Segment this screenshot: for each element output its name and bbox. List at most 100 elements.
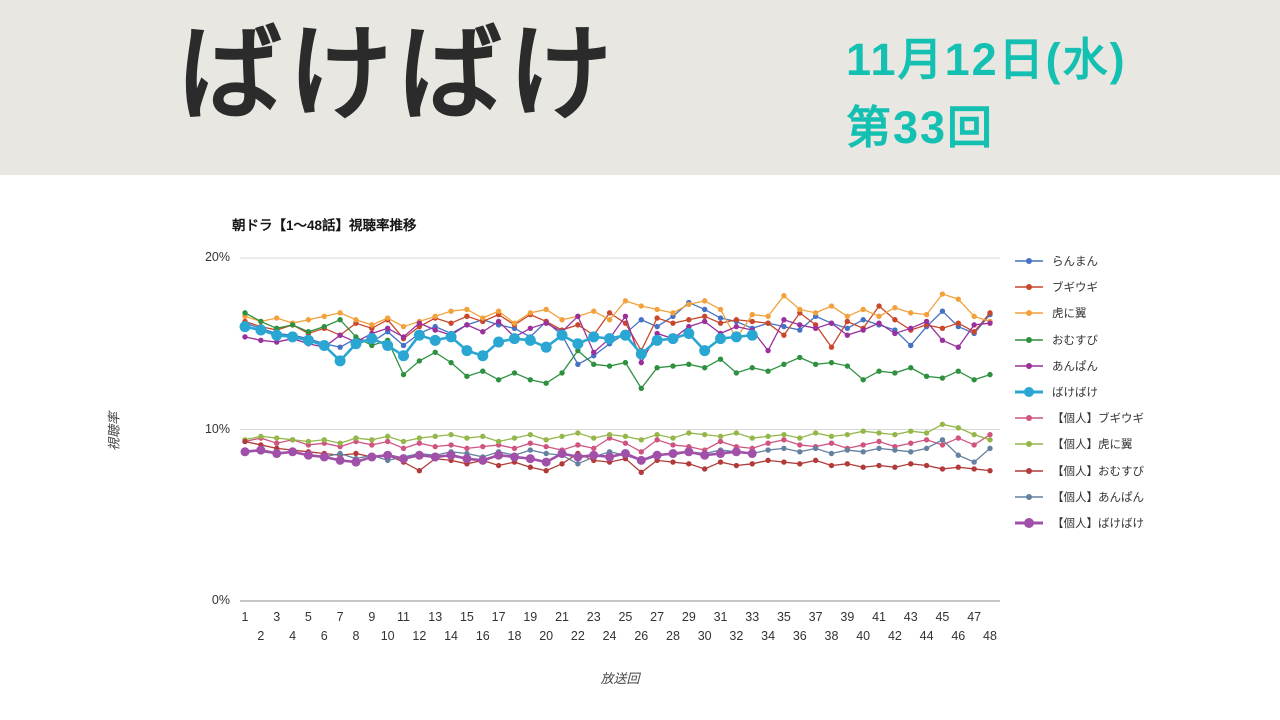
x-tick-label: 21	[555, 610, 569, 624]
data-point	[622, 359, 629, 366]
data-point	[971, 329, 977, 335]
data-point	[844, 431, 851, 438]
data-point	[876, 368, 882, 374]
data-point	[971, 442, 977, 448]
legend-item: ブギウギ	[1014, 274, 1144, 300]
series-line-3	[244, 312, 991, 390]
x-tick-label: 16	[475, 629, 490, 643]
data-point	[844, 313, 851, 320]
data-point	[749, 435, 755, 441]
legend-item: あんぱん	[1014, 353, 1144, 379]
x-tick-label: 8	[352, 629, 360, 643]
data-point	[575, 347, 581, 354]
data-point	[575, 313, 581, 320]
x-tick-label: 37	[808, 610, 823, 624]
data-point	[876, 303, 882, 309]
data-point	[717, 315, 724, 321]
data-point	[432, 327, 438, 333]
x-tick-label: 34	[761, 629, 776, 643]
data-point	[828, 450, 835, 457]
data-point	[321, 437, 327, 443]
data-point	[416, 320, 423, 326]
x-tick-label: 23	[586, 610, 601, 624]
data-point	[400, 438, 407, 445]
data-point	[480, 329, 486, 335]
x-tick-label: 13	[428, 610, 443, 624]
x-tick-label: 14	[444, 629, 459, 643]
data-point	[480, 443, 486, 450]
data-point	[288, 447, 298, 457]
x-tick-label: 36	[792, 629, 807, 643]
x-tick-label: 25	[618, 610, 633, 624]
legend-label: らんまん	[1052, 256, 1098, 269]
data-point	[701, 298, 708, 304]
data-point	[619, 329, 631, 341]
x-tick-label: 28	[666, 629, 680, 643]
data-point	[400, 342, 407, 349]
data-point	[923, 430, 930, 436]
data-point	[733, 370, 740, 376]
data-point	[860, 449, 866, 455]
data-point	[353, 450, 359, 457]
data-point	[369, 442, 375, 448]
data-point	[652, 450, 662, 460]
x-tick-label: 3	[273, 610, 281, 624]
data-point	[765, 347, 771, 354]
x-tick-label: 4	[289, 629, 297, 643]
legend-swatch-icon	[1015, 362, 1043, 369]
chart-title: 朝ドラ【1～48話】視聴率推移	[232, 218, 417, 233]
data-point	[781, 431, 787, 438]
data-point	[477, 350, 489, 362]
data-point	[591, 361, 597, 368]
data-point	[717, 459, 724, 465]
x-tick-label: 38	[824, 629, 839, 643]
series-line-2	[244, 293, 991, 340]
data-point	[480, 368, 486, 374]
x-tick-label: 45	[935, 610, 950, 624]
data-point	[797, 449, 803, 455]
data-point	[620, 449, 630, 459]
data-point	[908, 440, 914, 446]
data-point	[495, 438, 502, 445]
legend-label: 【個人】ブギウギ	[1052, 413, 1144, 426]
x-tick-label: 39	[840, 610, 855, 624]
x-tick-label: 12	[412, 629, 427, 643]
data-point	[860, 464, 866, 470]
data-point	[987, 445, 993, 452]
data-point	[781, 361, 787, 368]
data-point	[939, 325, 946, 332]
data-point	[606, 431, 613, 438]
data-point	[383, 450, 393, 460]
data-point	[955, 425, 961, 431]
data-point	[353, 334, 359, 340]
data-point	[797, 435, 803, 441]
data-point	[684, 447, 694, 457]
data-point	[495, 308, 502, 314]
data-point	[271, 329, 283, 341]
data-point	[812, 430, 819, 436]
data-point	[303, 450, 313, 460]
drama-title: ばけばけ	[178, 17, 619, 133]
x-tick-label: 10	[380, 629, 395, 643]
data-point	[432, 443, 438, 450]
series-line-6	[244, 434, 991, 453]
x-tick-label: 27	[650, 610, 665, 624]
data-point	[955, 464, 961, 470]
data-point	[654, 437, 660, 443]
data-point	[606, 310, 613, 316]
data-point	[543, 380, 549, 386]
data-point	[765, 440, 771, 446]
data-point	[400, 334, 407, 340]
legend-swatch-icon	[1015, 415, 1043, 422]
data-point	[892, 431, 898, 438]
data-point	[923, 373, 930, 380]
x-tick-label: 44	[919, 629, 934, 643]
data-point	[939, 421, 946, 428]
data-point	[733, 317, 740, 323]
x-tick-label: 19	[523, 610, 538, 624]
data-point	[987, 320, 993, 326]
data-point	[955, 452, 961, 458]
legend-swatch-icon	[1015, 387, 1043, 398]
data-point	[860, 317, 866, 323]
x-tick-label: 48	[983, 629, 997, 643]
